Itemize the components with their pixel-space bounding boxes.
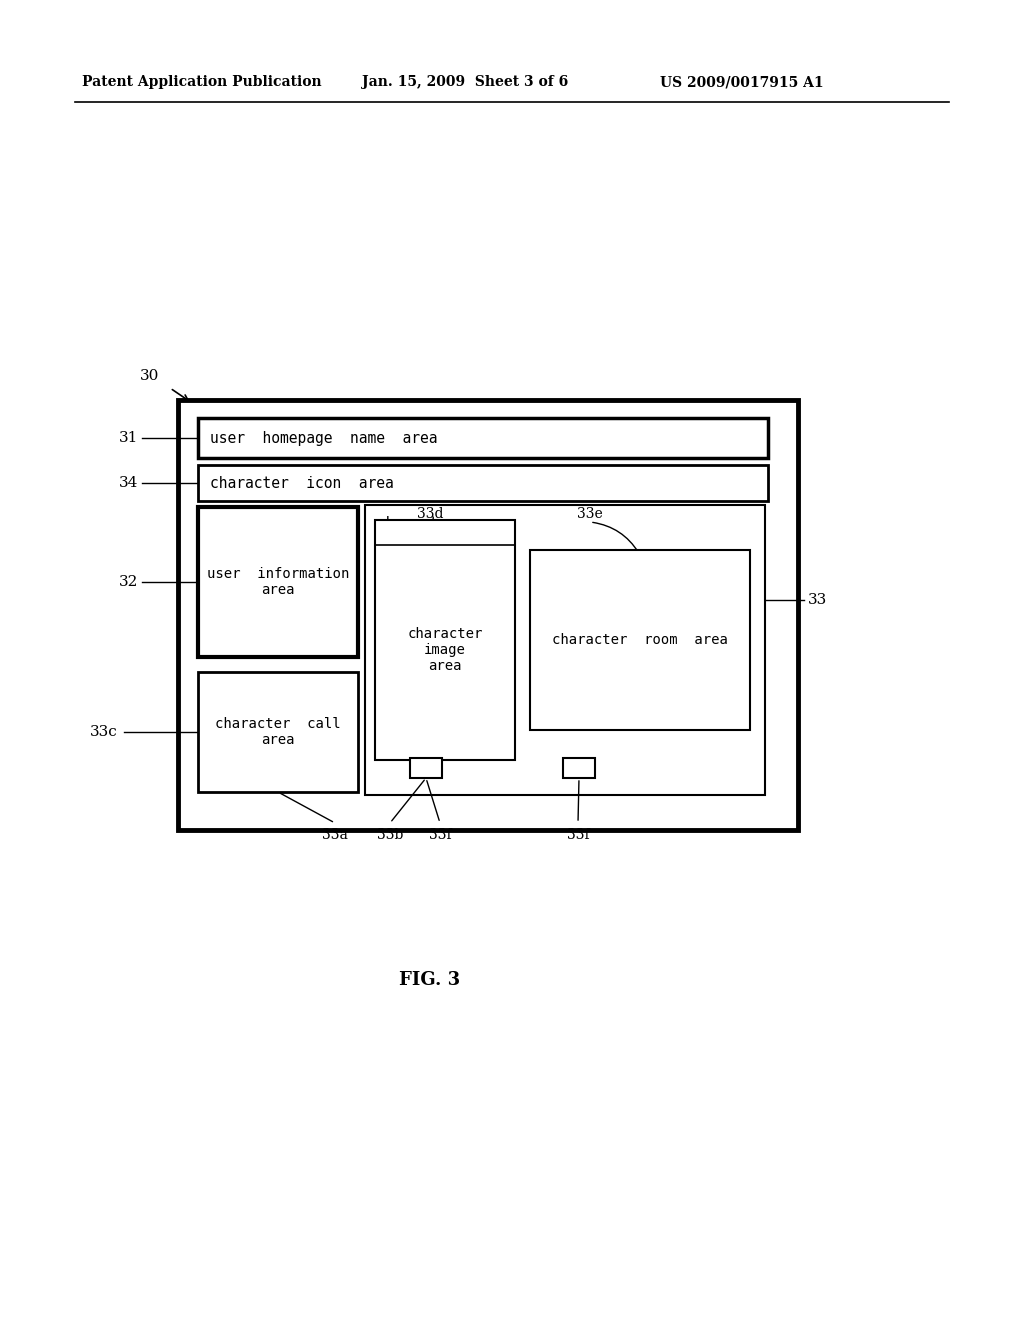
Bar: [375, 520, 515, 760]
Bar: [198, 672, 358, 792]
Text: character  call
area: character call area: [215, 717, 341, 747]
Bar: [410, 758, 442, 777]
Text: 31: 31: [119, 432, 138, 445]
Text: user  information
area: user information area: [207, 566, 349, 597]
Text: US 2009/0017915 A1: US 2009/0017915 A1: [660, 75, 823, 88]
Text: 33d: 33d: [417, 507, 443, 521]
Text: 33c: 33c: [90, 725, 118, 739]
Text: FIG. 3: FIG. 3: [399, 972, 461, 989]
Bar: [563, 758, 595, 777]
Text: 34: 34: [119, 477, 138, 490]
Bar: [198, 418, 768, 458]
Bar: [178, 400, 798, 830]
Text: 33a: 33a: [323, 828, 348, 842]
Text: Patent Application Publication: Patent Application Publication: [82, 75, 322, 88]
Text: 32: 32: [119, 576, 138, 589]
Text: character  area: character area: [377, 516, 508, 531]
Text: 33e: 33e: [578, 507, 603, 521]
Bar: [530, 550, 750, 730]
Text: 30: 30: [140, 370, 160, 383]
Text: 33b: 33b: [377, 828, 403, 842]
Text: user  homepage  name  area: user homepage name area: [210, 430, 437, 446]
Text: 33: 33: [808, 593, 827, 607]
Bar: [198, 465, 768, 502]
Text: 33f: 33f: [429, 828, 452, 842]
Text: character  room  area: character room area: [552, 634, 728, 647]
Bar: [365, 506, 765, 795]
Text: character  icon  area: character icon area: [210, 475, 394, 491]
Text: Jan. 15, 2009  Sheet 3 of 6: Jan. 15, 2009 Sheet 3 of 6: [362, 75, 568, 88]
Text: character
image
area: character image area: [408, 627, 482, 673]
Text: 33f: 33f: [566, 828, 590, 842]
Bar: [198, 507, 358, 657]
